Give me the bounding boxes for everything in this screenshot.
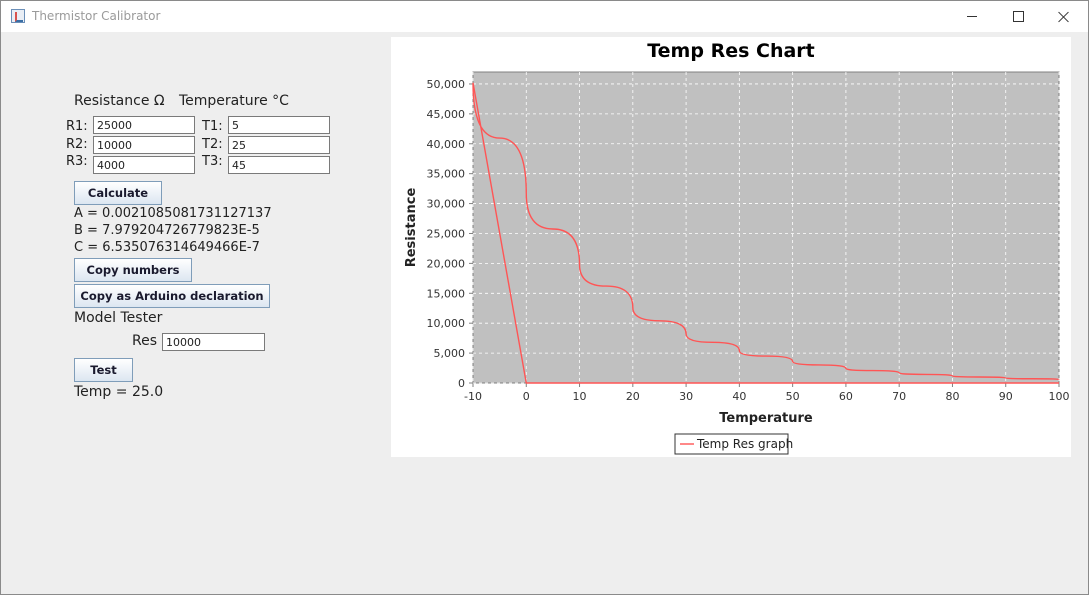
x-tick-label: 100 (1049, 390, 1070, 403)
r3-field[interactable] (93, 156, 195, 174)
legend-label: Temp Res graph (696, 437, 793, 451)
y-tick-label: 25,000 (427, 227, 466, 240)
t1-field[interactable] (228, 116, 330, 134)
r2-label: R2: (66, 137, 88, 152)
x-tick-label: 20 (626, 390, 640, 403)
plot-area (472, 71, 1060, 384)
y-tick-label: 0 (458, 377, 465, 390)
result-b: B = 7.979204726779823E-5 (74, 223, 260, 238)
y-tick-label: 5,000 (434, 347, 466, 360)
t1-label: T1: (202, 119, 223, 134)
x-tick-label: 40 (732, 390, 746, 403)
java-app-icon (11, 9, 25, 23)
y-tick-label: 40,000 (427, 138, 466, 151)
res-field[interactable] (162, 333, 265, 351)
title-bar: Thermistor Calibrator (1, 1, 1088, 32)
close-button[interactable] (1041, 1, 1087, 32)
t3-field[interactable] (228, 156, 330, 174)
x-tick-label: 70 (892, 390, 906, 403)
x-tick-label: 0 (523, 390, 530, 403)
chart-title: Temp Res Chart (647, 40, 815, 62)
r3-label: R3: (66, 154, 88, 169)
y-tick-label: 20,000 (427, 257, 466, 270)
x-axis-label: Temperature (719, 411, 813, 426)
temp-res-chart: Temp Res Chart-10 0 10 20 30 40 50 60 70 80 90 1000… (404, 40, 1070, 455)
x-tick-label: -10 (464, 390, 482, 403)
minimize-button[interactable] (949, 1, 995, 32)
y-tick-label: 30,000 (427, 198, 466, 211)
t2-field[interactable] (228, 136, 330, 154)
t2-label: T2: (202, 137, 223, 152)
series-line-temp-res-graph (472, 82, 1060, 384)
resistance-header: Resistance Ω (74, 93, 165, 109)
maximize-icon (1012, 11, 1024, 22)
res-label: Res (132, 333, 158, 349)
y-tick-label: 50,000 (427, 78, 466, 91)
y-tick-label: 45,000 (427, 108, 466, 121)
calculate-button[interactable]: Calculate (74, 181, 162, 205)
r1-label: R1: (66, 119, 88, 134)
y-tick-label: 35,000 (427, 168, 466, 181)
maximize-button[interactable] (995, 1, 1041, 32)
y-tick-label: 15,000 (427, 287, 466, 300)
x-tick-label: 30 (679, 390, 693, 403)
temperature-header: Temperature °C (179, 93, 289, 109)
close-icon (1058, 11, 1070, 23)
minimize-icon (967, 16, 977, 17)
chart-panel: Temp Res Chart -10 0 10 20 30 40 50 60 70 80 90 100 0… (391, 37, 1071, 457)
copy-arduino-button[interactable]: Copy as Arduino declaration (74, 284, 270, 308)
x-tick-label: 90 (999, 390, 1013, 403)
y-axis-label: Resistance (404, 188, 419, 268)
r1-field[interactable] (93, 116, 195, 134)
y-tick-label: 10,000 (427, 317, 466, 330)
r2-field[interactable] (93, 136, 195, 154)
x-tick-label: 10 (573, 390, 587, 403)
legend-box (674, 433, 789, 455)
result-a: A = 0.0021085081731127137 (74, 206, 272, 221)
temp-result: Temp = 25.0 (74, 384, 164, 400)
x-tick-label: 80 (945, 390, 959, 403)
test-button[interactable]: Test (74, 358, 133, 382)
window-title: Thermistor Calibrator (32, 9, 161, 23)
x-tick-label: 50 (786, 390, 800, 403)
result-c: C = 6.535076314649466E-7 (74, 240, 260, 255)
copy-numbers-button[interactable]: Copy numbers (74, 258, 192, 282)
x-tick-label: 60 (839, 390, 853, 403)
model-tester-label: Model Tester (74, 310, 163, 326)
t3-label: T3: (202, 154, 223, 169)
